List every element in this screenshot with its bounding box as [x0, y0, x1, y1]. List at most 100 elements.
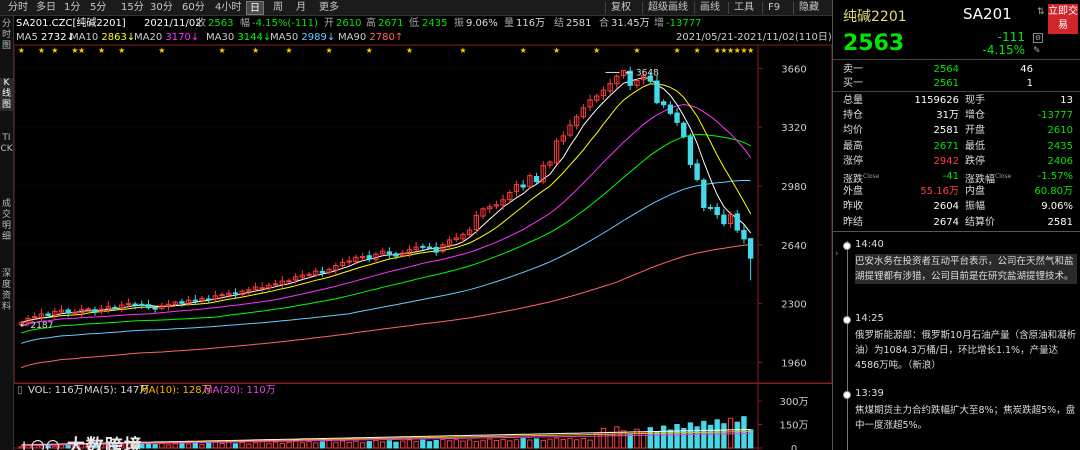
orderbook-sell1[interactable]: 卖一 2564 46	[843, 64, 1033, 75]
view-tab-0[interactable]: 分时图	[1, 19, 11, 51]
period-tab-1[interactable]: 多日	[36, 2, 56, 13]
ma-legend-item: MA10 2863↓	[70, 32, 136, 43]
period-tab-6[interactable]: 60分	[182, 2, 205, 13]
candle-body	[547, 161, 553, 166]
candle-body	[734, 213, 740, 231]
candle-body	[406, 249, 413, 255]
trade-now-button[interactable]: 立即交易	[1048, 4, 1078, 34]
volume-bar	[513, 439, 520, 449]
bar-date: 2021/11/02	[144, 18, 202, 29]
candle-body	[446, 239, 453, 246]
candle-body	[58, 309, 65, 313]
volume-bar	[460, 440, 466, 449]
toolbar: 分时 多日 1分 5分 15分 30分 60分 4小时日周 月 更多 复权 超级画线 画线 工具 F9 隐藏	[0, 0, 832, 16]
ma-line-20	[21, 103, 752, 327]
vol-ma-line	[21, 431, 751, 446]
candle-body	[393, 253, 399, 257]
price-pane-border	[14, 44, 832, 384]
price-tick-label: 3660	[781, 64, 806, 75]
period-tab-7[interactable]: 4小时	[215, 2, 242, 13]
candle-body	[266, 284, 272, 289]
volume-bar	[252, 442, 259, 449]
view-tab-2[interactable]: TICK	[0, 133, 13, 154]
toolbar-tool-0[interactable]: 复权	[611, 2, 631, 13]
candle-body	[553, 140, 560, 164]
collapse-arrow-icon[interactable]: ›	[835, 249, 839, 259]
edit-icon[interactable]: ✎	[1033, 46, 1041, 56]
volume-bar	[553, 437, 560, 449]
volume-bar	[139, 443, 145, 449]
view-tab-3[interactable]: 成交明细	[1, 199, 11, 242]
candle-body	[98, 308, 105, 313]
candle-body	[272, 283, 279, 286]
vol-tick-label: 300万	[779, 397, 808, 408]
volume-bar	[487, 438, 493, 449]
divider	[833, 231, 1080, 232]
toolbar-tool-5[interactable]: 隐藏	[799, 2, 819, 13]
candle-body	[667, 104, 674, 114]
chart-area[interactable]: 3660 3320 2980 2640 2300 1960 ★ ★ ★ ★ ★ ★ ★ ★ ★ ★ ★ ★ ★ ★ ★ ★…	[14, 16, 832, 450]
volume-bar	[132, 444, 138, 449]
volume-bar	[72, 444, 78, 449]
period-tab-0[interactable]: 分时	[8, 2, 28, 13]
volume-bar	[426, 441, 433, 449]
star-marker-icon: ★	[51, 46, 58, 55]
star-marker-icon: ★	[18, 46, 25, 55]
star-marker-icon: ★	[285, 46, 292, 55]
star-marker-icon: ★	[366, 46, 373, 55]
volume-bar	[614, 426, 620, 449]
volume-legend: ▯ VOL: 116万 MA(5): 147万 MA(10): 128万 MA(…	[14, 383, 832, 397]
candle-body	[487, 206, 493, 210]
toolbar-tool-2[interactable]: 画线	[700, 2, 720, 13]
settings-icon[interactable]: ⚙	[1033, 33, 1043, 43]
orderbook-buy1[interactable]: 买一 2561 1	[843, 78, 1033, 89]
period-tab-11[interactable]: 更多	[319, 2, 339, 13]
toolbar-separator	[762, 2, 763, 14]
candle-body	[540, 165, 546, 183]
dropdown-icon[interactable]: ⇅	[1037, 7, 1045, 17]
period-tab-9[interactable]: 周	[273, 2, 283, 13]
candle-body	[413, 246, 419, 251]
volume-bar	[547, 438, 553, 449]
period-tab-2[interactable]: 1分	[64, 2, 81, 13]
volume-bar	[292, 440, 299, 449]
period-tab-3[interactable]: 5分	[90, 2, 107, 13]
toolbar-tool-4[interactable]: F9	[768, 2, 781, 13]
buy1-volume: 1	[1026, 78, 1033, 89]
toolbar-tool-1[interactable]: 超级画线	[648, 2, 688, 13]
period-tab-8[interactable]: 日	[246, 1, 264, 15]
star-marker-icon: ★	[747, 46, 754, 55]
watermark-text: 大数跨境	[66, 436, 143, 450]
candle-body	[747, 238, 754, 259]
ma-legend-item: MA20 3170↓	[134, 32, 200, 43]
volume-bar	[119, 444, 125, 449]
ma-line-30	[21, 133, 751, 334]
period-tab-4[interactable]: 15分	[121, 2, 144, 13]
candle-body	[159, 305, 165, 310]
volume-bar	[159, 442, 165, 449]
volume-bar	[313, 442, 319, 449]
candle-body	[714, 206, 720, 216]
collapse-icon[interactable]: ▯	[17, 385, 23, 396]
period-tab-5[interactable]: 30分	[150, 2, 173, 13]
contract-symbol: SA201	[963, 5, 1012, 23]
candle-body	[594, 95, 600, 101]
vol-ma5-label: MA(5): 147万	[84, 385, 150, 396]
news-text: 俄罗斯能源部：俄罗斯10月石油产量（含原油和凝析油）为1084.3万桶/日，环比…	[855, 330, 1077, 371]
volume-bar	[507, 440, 513, 449]
candle-body	[580, 107, 587, 118]
candle-body	[473, 214, 480, 231]
volume-bar	[226, 441, 232, 449]
star-marker-icon: ★	[520, 46, 527, 55]
toolbar-tool-3[interactable]: 工具	[734, 2, 754, 13]
candle-body	[721, 214, 727, 225]
view-tab-4[interactable]: 深度资料	[1, 269, 11, 312]
volume-bar	[707, 424, 714, 449]
view-tab-1[interactable]: K线图	[0, 78, 13, 111]
vol-ma10-label: MA(10): 128万	[140, 385, 212, 396]
volume-bar	[574, 439, 580, 449]
volume-bar	[279, 443, 285, 449]
period-tab-10[interactable]: 月	[296, 2, 306, 13]
candle-body	[346, 260, 352, 263]
